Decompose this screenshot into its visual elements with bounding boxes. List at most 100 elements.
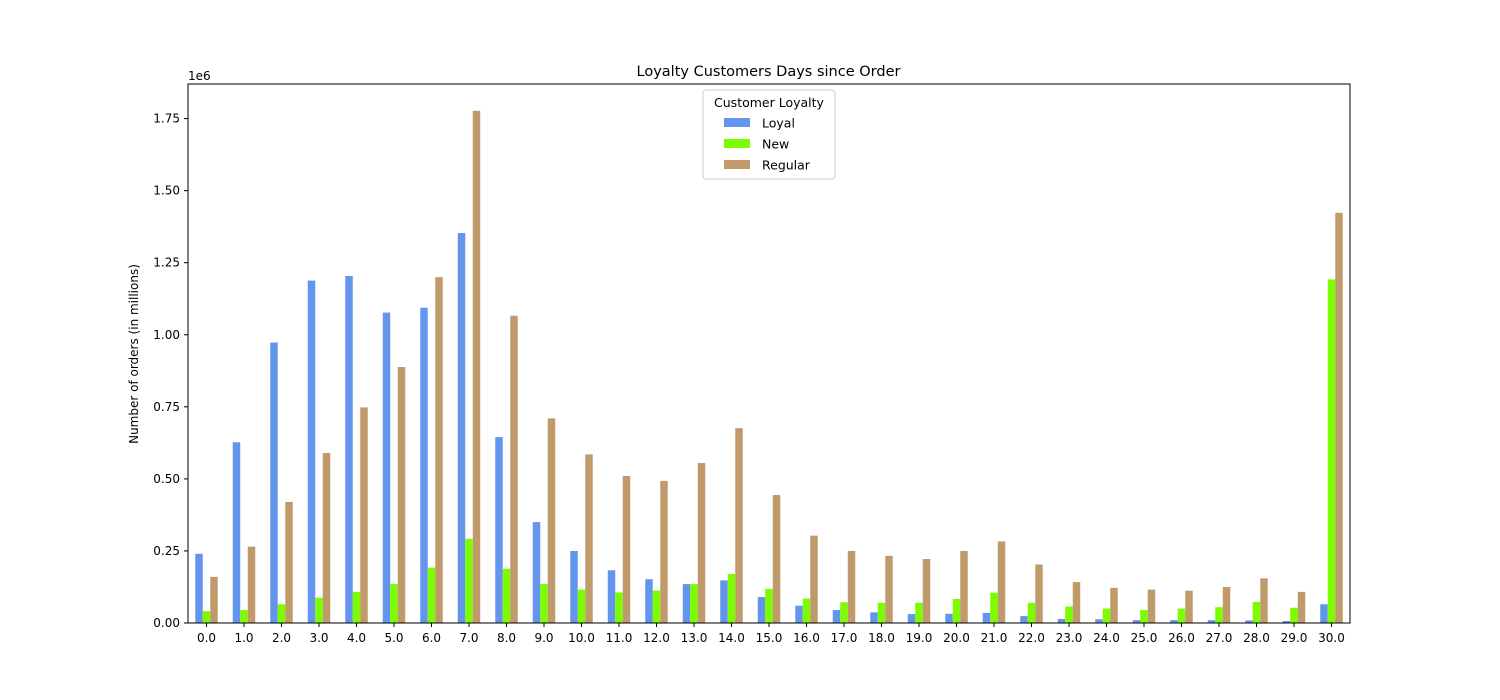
y-tick-label: 0.75 <box>153 400 180 414</box>
bar-regular-26.0 <box>1185 590 1193 623</box>
bar-loyal-30.0 <box>1320 604 1328 623</box>
bar-regular-24.0 <box>1110 587 1118 623</box>
bar-loyal-4.0 <box>345 275 353 623</box>
legend-label-regular: Regular <box>762 158 811 173</box>
bar-new-22.0 <box>1027 602 1036 623</box>
bar-new-25.0 <box>1140 610 1148 623</box>
bar-regular-18.0 <box>885 555 893 623</box>
bar-new-27.0 <box>1215 607 1223 623</box>
x-tick-label: 2.0 <box>272 631 291 645</box>
bar-loyal-14.0 <box>720 580 728 623</box>
x-axis: 0.0 1.0 2.0 3.0 4.0 5.0 6.0 7.0 8.0 9.0 10.0 11.0 12… <box>197 623 1345 645</box>
x-tick-label: 16.0 <box>793 631 820 645</box>
x-tick-label: 1.0 <box>234 631 253 645</box>
bar-loyal-29.0 <box>1282 620 1291 623</box>
bar-regular-21.0 <box>997 541 1006 623</box>
bar-new-0.0 <box>202 611 211 623</box>
x-tick-label: 26.0 <box>1168 631 1195 645</box>
x-tick-label: 9.0 <box>534 631 553 645</box>
x-tick-label: 14.0 <box>718 631 745 645</box>
bar-loyal-5.0 <box>382 312 391 623</box>
x-tick-label: 4.0 <box>347 631 366 645</box>
bar-new-23.0 <box>1065 606 1073 623</box>
x-tick-label: 21.0 <box>981 631 1008 645</box>
bar-loyal-2.0 <box>270 342 278 623</box>
bar-regular-19.0 <box>922 559 931 623</box>
bar-new-15.0 <box>765 588 773 623</box>
bar-loyal-18.0 <box>870 612 878 623</box>
bar-loyal-10.0 <box>570 550 578 623</box>
bar-regular-29.0 <box>1297 591 1306 623</box>
bar-new-8.0 <box>502 568 511 623</box>
bar-new-2.0 <box>277 604 286 623</box>
legend-title: Customer Loyalty <box>714 95 825 110</box>
bar-new-21.0 <box>990 592 998 623</box>
chart-title: Loyalty Customers Days since Order <box>637 64 901 80</box>
bar-regular-7.0 <box>472 110 481 623</box>
bar-regular-13.0 <box>697 463 706 623</box>
bar-regular-27.0 <box>1222 586 1231 623</box>
legend-label-new: New <box>762 137 789 152</box>
bar-new-5.0 <box>390 584 398 623</box>
legend-swatch-regular <box>724 160 750 169</box>
bar-loyal-24.0 <box>1095 619 1103 623</box>
bar-regular-23.0 <box>1072 582 1081 623</box>
bar-regular-9.0 <box>547 418 556 623</box>
x-tick-label: 5.0 <box>384 631 403 645</box>
bar-loyal-11.0 <box>607 570 616 623</box>
x-tick-label: 6.0 <box>422 631 441 645</box>
legend-box <box>702 89 836 180</box>
bar-new-11.0 <box>615 592 623 623</box>
bars <box>195 110 1343 623</box>
bar-loyal-6.0 <box>420 307 428 623</box>
bar-regular-0.0 <box>210 576 218 623</box>
bar-loyal-1.0 <box>232 442 241 623</box>
bar-loyal-7.0 <box>457 233 466 623</box>
bar-regular-12.0 <box>660 480 668 623</box>
y-tick-label: 1.50 <box>153 184 180 198</box>
bar-loyal-13.0 <box>682 584 691 623</box>
x-tick-label: 7.0 <box>459 631 478 645</box>
bar-regular-28.0 <box>1260 578 1268 623</box>
bar-new-19.0 <box>915 602 923 623</box>
bar-new-9.0 <box>540 584 548 623</box>
bar-new-4.0 <box>352 591 361 623</box>
bar-loyal-12.0 <box>645 579 653 623</box>
x-tick-label: 24.0 <box>1093 631 1120 645</box>
bar-new-1.0 <box>240 610 248 623</box>
bar-loyal-26.0 <box>1170 620 1178 623</box>
bar-regular-25.0 <box>1147 589 1156 623</box>
bar-new-30.0 <box>1327 279 1336 623</box>
y-axis-scale-label: 1e6 <box>188 69 211 83</box>
y-axis-label: Number of orders (in millions) <box>127 264 141 444</box>
bar-loyal-20.0 <box>945 613 953 623</box>
bar-regular-6.0 <box>435 277 443 623</box>
bar-loyal-3.0 <box>307 280 316 623</box>
bar-regular-22.0 <box>1035 564 1043 623</box>
bar-new-14.0 <box>727 574 736 623</box>
bar-loyal-15.0 <box>757 597 766 623</box>
y-axis: 0.00 0.25 0.50 0.75 1.00 1.25 1.50 1.75 <box>153 112 188 630</box>
x-tick-label: 19.0 <box>906 631 933 645</box>
bar-regular-30.0 <box>1335 212 1343 623</box>
y-tick-label: 1.75 <box>153 112 180 126</box>
bar-loyal-17.0 <box>832 610 841 623</box>
x-tick-label: 20.0 <box>943 631 970 645</box>
bar-new-3.0 <box>315 597 323 623</box>
bar-new-13.0 <box>690 584 698 623</box>
x-tick-label: 0.0 <box>197 631 216 645</box>
bar-regular-15.0 <box>772 495 781 623</box>
bar-new-7.0 <box>465 538 473 623</box>
bar-loyal-19.0 <box>907 614 916 623</box>
bar-new-29.0 <box>1290 607 1298 623</box>
bar-new-12.0 <box>652 590 661 623</box>
bar-loyal-16.0 <box>795 605 803 623</box>
x-tick-label: 18.0 <box>868 631 895 645</box>
x-tick-label: 8.0 <box>497 631 516 645</box>
bar-new-6.0 <box>427 567 436 623</box>
legend-entries: Loyal New Regular <box>724 116 811 173</box>
bar-regular-3.0 <box>322 452 331 623</box>
bar-loyal-23.0 <box>1057 618 1066 623</box>
legend-swatch-loyal <box>724 118 750 127</box>
